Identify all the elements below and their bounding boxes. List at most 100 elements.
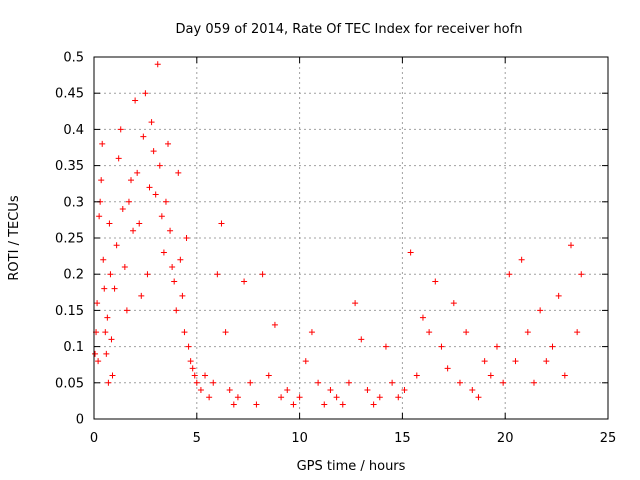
data-point	[222, 329, 229, 336]
y-tick-label: 0.15	[55, 304, 84, 319]
data-point	[104, 314, 111, 321]
data-point	[214, 271, 221, 278]
data-point	[206, 394, 213, 401]
axis-ticks: 0 0.05 0.1 0.15 0.2 0.25 0.3 0.35 0.4 0.45 0.5 0 5 10…	[55, 51, 616, 447]
data-point	[138, 292, 145, 299]
data-point	[181, 329, 188, 336]
data-point	[265, 372, 272, 379]
data-point	[230, 401, 237, 408]
data-point	[493, 343, 500, 350]
data-point	[315, 379, 322, 386]
data-point	[108, 336, 115, 343]
data-point	[302, 358, 309, 365]
data-point	[296, 394, 303, 401]
data-point	[358, 336, 365, 343]
data-point	[101, 285, 108, 292]
data-point	[165, 140, 172, 147]
y-tick-label: 0	[76, 413, 84, 428]
y-tick-label: 0.1	[63, 340, 84, 355]
data-point	[463, 329, 470, 336]
data-point	[469, 387, 476, 394]
data-point	[426, 329, 433, 336]
data-points	[92, 61, 585, 408]
data-point	[333, 394, 340, 401]
data-point	[389, 379, 396, 386]
y-tick-label: 0.2	[63, 268, 84, 283]
data-point	[167, 227, 174, 234]
data-point	[530, 379, 537, 386]
data-point	[152, 191, 159, 198]
y-axis-title: ROTI / TECUs	[7, 195, 22, 280]
data-point	[345, 379, 352, 386]
x-tick-label: 25	[600, 431, 617, 446]
x-tick-label: 0	[90, 431, 98, 446]
data-point	[107, 271, 114, 278]
data-point	[481, 358, 488, 365]
data-point	[339, 401, 346, 408]
y-tick-label: 0.25	[55, 232, 84, 247]
data-point	[142, 90, 149, 97]
data-point	[189, 365, 196, 372]
x-tick-label: 20	[497, 431, 514, 446]
data-point	[278, 394, 285, 401]
data-point	[352, 300, 359, 307]
data-point	[202, 372, 209, 379]
y-tick-label: 0.3	[63, 195, 84, 210]
data-point	[148, 119, 155, 126]
data-point	[99, 140, 106, 147]
data-point	[210, 379, 217, 386]
data-point	[537, 307, 544, 314]
data-point	[177, 256, 184, 263]
y-tick-label: 0.45	[55, 87, 84, 102]
data-point	[150, 148, 157, 155]
data-point	[524, 329, 531, 336]
data-point	[160, 249, 167, 256]
data-point	[96, 213, 103, 220]
data-point	[432, 278, 439, 285]
data-point	[187, 358, 194, 365]
data-point	[162, 198, 169, 205]
data-point	[115, 155, 122, 162]
data-point	[395, 394, 402, 401]
data-point	[105, 379, 112, 386]
data-point	[518, 256, 525, 263]
data-point	[119, 206, 126, 213]
data-point	[158, 213, 165, 220]
data-point	[197, 387, 204, 394]
data-point	[450, 300, 457, 307]
data-point	[185, 343, 192, 350]
data-point	[382, 343, 389, 350]
data-point	[253, 401, 260, 408]
data-point	[234, 394, 241, 401]
x-tick-label: 15	[394, 431, 411, 446]
data-point	[146, 184, 153, 191]
data-point	[555, 292, 562, 299]
data-point	[98, 177, 105, 184]
data-point	[487, 372, 494, 379]
data-point	[226, 387, 233, 394]
data-point	[401, 387, 408, 394]
data-point	[193, 379, 200, 386]
data-point	[183, 235, 190, 241]
data-point	[140, 133, 147, 140]
x-axis-title: GPS time / hours	[297, 459, 406, 474]
data-point	[308, 329, 315, 336]
data-point	[156, 162, 163, 169]
data-point	[578, 271, 585, 278]
data-point	[173, 307, 180, 314]
data-point	[370, 401, 377, 408]
data-point	[241, 278, 248, 285]
data-point	[364, 387, 371, 394]
data-point	[561, 372, 568, 379]
data-point	[102, 329, 109, 336]
data-point	[136, 220, 143, 227]
data-point	[94, 300, 101, 307]
data-point	[376, 394, 383, 401]
data-point	[128, 177, 135, 184]
data-point	[512, 358, 519, 365]
y-tick-label: 0.5	[63, 51, 84, 66]
data-point	[271, 321, 278, 328]
data-point	[574, 329, 581, 336]
data-point	[106, 220, 113, 227]
